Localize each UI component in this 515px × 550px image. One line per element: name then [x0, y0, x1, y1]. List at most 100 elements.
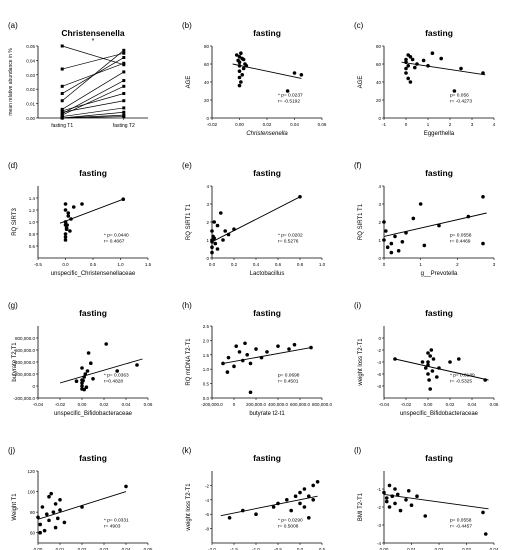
panel-label: (b): [182, 21, 192, 30]
chart-title: fasting: [253, 453, 281, 463]
x-tick-label: -0.02: [401, 402, 412, 407]
x-tick-label: 0.06: [144, 402, 153, 407]
y-tick-label: 600,000.0: [15, 348, 36, 353]
y-tick-label: 120: [27, 469, 35, 474]
y-tick-label: -6: [205, 512, 209, 517]
stat-annotation: * p= 0.0237: [278, 92, 303, 98]
x-tick-label: 4: [493, 122, 496, 127]
x-tick-label: 0.04: [468, 402, 477, 407]
x-tick-label: 600,000.0: [290, 402, 311, 407]
data-point: [439, 56, 444, 61]
paired-point-t2: [122, 56, 126, 60]
paired-line: [62, 71, 124, 110]
chart-title: fasting: [425, 453, 453, 463]
y-tick-label: 1.2: [29, 208, 36, 213]
data-point: [86, 351, 91, 355]
x-tick-label: -1.0: [252, 547, 260, 550]
paired-line: [62, 86, 124, 116]
panel-label: (i): [354, 301, 361, 310]
y-tick-label: 1.0: [29, 220, 36, 225]
x-tick-label: 0.01: [56, 547, 65, 550]
data-point: [387, 505, 392, 509]
x-tick-label: -1.5: [230, 547, 238, 550]
stat-annotation: * p= 0.0189: [450, 372, 475, 378]
x-axis-label: unspecific_Bifidobacteraceae: [400, 411, 479, 417]
stat-annotation: r=0.4828: [104, 378, 123, 384]
paired-line: [62, 62, 124, 87]
y-axis-label: Weight T1: [12, 493, 18, 521]
y-tick-label: 0: [206, 256, 209, 261]
data-point: [239, 80, 243, 84]
x-tick-label: 3: [493, 262, 496, 267]
x-axis-label: Eggerthella: [424, 131, 455, 137]
x-tick-label: 0.01: [407, 547, 416, 550]
data-point: [404, 498, 408, 502]
data-point: [234, 53, 239, 57]
y-tick-label: 2.0: [203, 338, 210, 343]
data-point: [210, 250, 214, 255]
x-tick-label: 0.05: [144, 547, 153, 550]
chart-panel-e: (e) fasting 0 1 2 3 4 0.0 0.2 0.4 0.6 0.8 1.0 * p= 0.…: [182, 161, 326, 277]
data-point: [85, 369, 90, 373]
paired-point-t2: [122, 115, 126, 119]
significance-mark: *: [92, 38, 95, 45]
y-tick-label: 4: [378, 184, 381, 189]
y-tick-label: 800,000.0: [15, 336, 36, 341]
data-point: [406, 64, 411, 68]
stat-annotation: p= 0.0558: [450, 517, 472, 523]
data-point: [53, 525, 58, 530]
data-point: [212, 236, 216, 240]
x-tick-label: -0.02: [55, 402, 66, 407]
y-tick-label: 0.0: [203, 396, 210, 401]
data-point: [81, 378, 85, 383]
data-point: [435, 375, 439, 379]
data-point: [481, 510, 485, 515]
data-point: [234, 344, 238, 348]
x-axis-label: Christensenella: [246, 131, 288, 137]
stat-annotation: * p= 0.0440: [104, 232, 129, 238]
chart-panel-l: (l) fasting -4 -3 -2 -1 0.00 0.01 0.02 0.03 0.04 p=…: [354, 446, 499, 550]
data-point: [395, 492, 400, 497]
data-point: [42, 528, 47, 533]
data-point: [413, 65, 417, 70]
x-tick-label: 0: [233, 402, 236, 407]
data-point: [80, 202, 84, 206]
stat-annotation: * p= 0.0290: [278, 517, 303, 523]
data-point: [404, 71, 408, 75]
y-tick-label: -4: [377, 360, 381, 365]
data-point: [423, 514, 428, 518]
data-point: [426, 360, 430, 364]
data-point: [49, 491, 53, 496]
x-tick-label: 1: [419, 262, 422, 267]
data-point: [287, 347, 291, 351]
paired-point-t2: [122, 70, 126, 74]
data-point: [271, 505, 276, 509]
x-tick-label: 0.02: [100, 402, 109, 407]
data-point: [406, 489, 411, 493]
paired-point-t2: [122, 84, 126, 88]
paired-point-t2: [122, 48, 126, 52]
chart-title: fasting: [79, 453, 107, 463]
data-point: [241, 57, 246, 62]
data-point: [406, 53, 411, 57]
y-tick-label: 0.8: [29, 232, 36, 237]
data-point: [38, 530, 42, 535]
y-tick-label: 1.0: [203, 367, 210, 372]
data-point: [226, 355, 231, 360]
paired-point-t1: [60, 67, 64, 71]
data-point: [82, 387, 86, 392]
data-point: [311, 498, 316, 502]
data-point: [240, 73, 245, 77]
y-tick-label: 0.6: [29, 244, 36, 249]
stat-annotation: * p= 0.0363: [104, 372, 129, 378]
x-tick-label: 0.2: [231, 262, 238, 267]
data-point: [239, 51, 243, 55]
data-point: [481, 241, 485, 246]
data-point: [237, 55, 242, 59]
chart-panel-i: (i) fasting -8 -6 -4 -2 0 -0.04 -0.02 0.00 0.02 0.0…: [354, 301, 499, 417]
data-point: [80, 384, 84, 388]
data-point: [459, 66, 463, 71]
data-point: [427, 378, 431, 382]
data-point: [243, 341, 247, 346]
